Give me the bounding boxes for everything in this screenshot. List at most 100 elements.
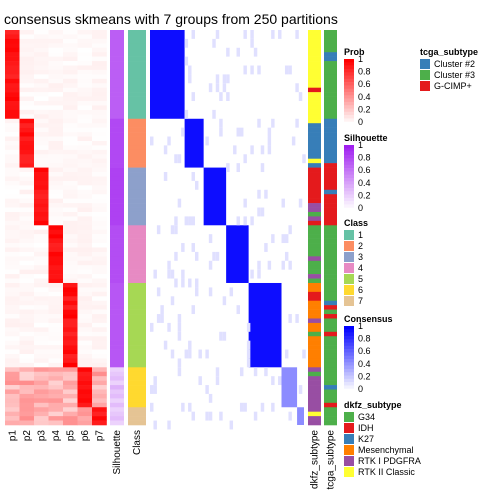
- prob-cell: [63, 411, 78, 417]
- prob-cell: [34, 38, 49, 44]
- dkfz-cell: [308, 203, 321, 208]
- prob-cell: [77, 167, 93, 173]
- prob-cell: [48, 154, 64, 160]
- silhouette-cell: [110, 220, 124, 226]
- prob-legend-swatch: [344, 85, 354, 89]
- prob-cell: [63, 189, 78, 195]
- prob-cell: [92, 65, 107, 71]
- consensus-cell: [246, 358, 251, 368]
- prob-cell: [5, 256, 20, 262]
- class-cell: [128, 145, 146, 151]
- consensus-cell: [174, 251, 178, 261]
- prob-cell: [34, 176, 49, 182]
- silhouette-cell: [110, 234, 124, 239]
- silhouette-cell: [110, 211, 124, 217]
- consensus-cell: [233, 145, 237, 155]
- prob-cell: [5, 411, 20, 417]
- prob-cell: [92, 185, 107, 191]
- prob-cell: [19, 300, 35, 306]
- consensus-cell: [177, 367, 182, 377]
- silhouette-cell: [110, 229, 124, 235]
- class-cell: [128, 260, 146, 266]
- prob-cell: [34, 327, 49, 333]
- consensus-cell: [198, 349, 202, 359]
- silhouette-cell: [110, 336, 124, 341]
- prob-cell: [92, 43, 107, 49]
- prob-cell: [5, 331, 20, 337]
- class-cell: [128, 371, 146, 377]
- dkfz-cell: [308, 78, 321, 84]
- prob-cell: [19, 380, 35, 386]
- prob-cell: [19, 189, 35, 195]
- silhouette-legend-swatch: [344, 197, 354, 202]
- prob-cell: [48, 251, 64, 257]
- prob-cell: [19, 105, 35, 111]
- prob-cell: [63, 407, 78, 412]
- prob-cell: [34, 380, 49, 386]
- prob-cell: [19, 34, 35, 40]
- prob-cell: [48, 318, 64, 324]
- prob-cell: [34, 189, 49, 195]
- prob-cell: [5, 114, 20, 120]
- prob-cell: [19, 278, 35, 284]
- prob-cell: [34, 389, 49, 395]
- consensus-cell: [267, 136, 272, 146]
- consensus-cell: [281, 234, 285, 244]
- prob-cell: [92, 251, 107, 257]
- prob-cell: [19, 96, 35, 102]
- prob-cell: [19, 322, 35, 328]
- prob-cell: [5, 367, 20, 373]
- prob-cell: [5, 336, 20, 341]
- prob-cell: [48, 30, 64, 35]
- prob-cell: [48, 101, 64, 106]
- class-legend-item: 2: [358, 241, 363, 251]
- consensus-cell: [246, 322, 251, 332]
- prob-cell: [48, 287, 64, 293]
- consensus-cell: [215, 83, 220, 93]
- silhouette-cell: [110, 83, 124, 88]
- prob-cell: [19, 225, 35, 231]
- dkfz-cell: [308, 296, 321, 302]
- prob-cell: [5, 274, 20, 279]
- consensus-cell: [153, 385, 157, 394]
- class-cell: [128, 105, 146, 111]
- prob-cell: [34, 282, 49, 288]
- prob-cell: [63, 331, 78, 337]
- prob-cell: [92, 225, 107, 231]
- tcga-legend-item: Cluster #2: [434, 59, 475, 69]
- class-cell: [128, 140, 146, 146]
- prob-cell: [19, 416, 35, 421]
- class-cell: [128, 256, 146, 262]
- dkfz-cell: [308, 140, 321, 146]
- dkfz-cell: [308, 92, 321, 97]
- tcga-cell: [324, 65, 337, 71]
- class-cell: [128, 336, 146, 341]
- prob-cell: [92, 353, 107, 359]
- consensus-legend-swatch: [344, 372, 354, 376]
- prob-cell: [34, 349, 49, 355]
- silhouette-cell: [110, 260, 124, 266]
- prob-cell: [5, 34, 20, 40]
- prob-cell: [19, 38, 35, 44]
- prob-cell: [19, 282, 35, 288]
- class-cell: [128, 243, 146, 248]
- class-label: Class: [132, 430, 143, 455]
- silhouette-cell: [110, 189, 124, 195]
- prob-cell: [77, 314, 93, 319]
- silhouette-legend-swatch: [344, 168, 354, 172]
- consensus-cell: [181, 269, 185, 279]
- tcga-cell: [324, 180, 337, 186]
- prob-cell: [92, 322, 107, 328]
- class-cell: [128, 87, 146, 93]
- prob-cell: [5, 234, 20, 239]
- prob-cell: [92, 314, 107, 319]
- prob-cell: [34, 251, 49, 257]
- consensus-legend-swatch: [344, 335, 354, 340]
- silhouette-cell: [110, 118, 124, 124]
- silhouette-cell: [110, 362, 124, 368]
- consensus-cell: [302, 154, 306, 164]
- prob-legend-swatch: [344, 62, 354, 66]
- class-cell: [128, 101, 146, 106]
- prob-cell: [77, 56, 93, 62]
- dkfz-cell: [308, 185, 321, 191]
